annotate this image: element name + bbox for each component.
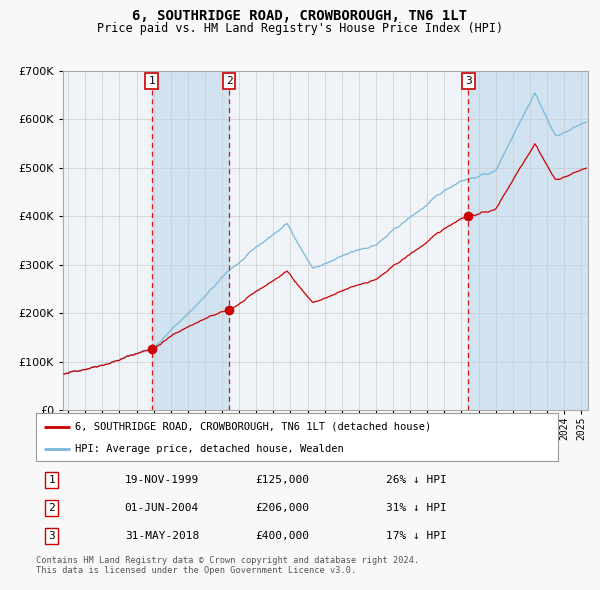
Text: 31% ↓ HPI: 31% ↓ HPI	[386, 503, 446, 513]
Text: £125,000: £125,000	[255, 475, 309, 485]
Text: HPI: Average price, detached house, Wealden: HPI: Average price, detached house, Weal…	[75, 444, 344, 454]
Text: 6, SOUTHRIDGE ROAD, CROWBOROUGH, TN6 1LT: 6, SOUTHRIDGE ROAD, CROWBOROUGH, TN6 1LT	[133, 9, 467, 24]
Text: 19-NOV-1999: 19-NOV-1999	[125, 475, 199, 485]
Text: £206,000: £206,000	[255, 503, 309, 513]
FancyBboxPatch shape	[36, 413, 558, 461]
Text: £400,000: £400,000	[255, 531, 309, 541]
Bar	[469, 71, 588, 410]
Text: 31-MAY-2018: 31-MAY-2018	[125, 531, 199, 541]
Text: 1: 1	[48, 475, 55, 485]
Text: Contains HM Land Registry data © Crown copyright and database right 2024.
This d: Contains HM Land Registry data © Crown c…	[36, 556, 419, 575]
Text: 2: 2	[226, 76, 233, 86]
Text: 1: 1	[148, 76, 155, 86]
Bar	[152, 71, 229, 410]
Text: 3: 3	[465, 76, 472, 86]
Text: Price paid vs. HM Land Registry's House Price Index (HPI): Price paid vs. HM Land Registry's House …	[97, 22, 503, 35]
Text: 6, SOUTHRIDGE ROAD, CROWBOROUGH, TN6 1LT (detached house): 6, SOUTHRIDGE ROAD, CROWBOROUGH, TN6 1LT…	[75, 421, 431, 431]
Text: 17% ↓ HPI: 17% ↓ HPI	[386, 531, 446, 541]
Text: 2: 2	[48, 503, 55, 513]
Text: 01-JUN-2004: 01-JUN-2004	[125, 503, 199, 513]
Text: 26% ↓ HPI: 26% ↓ HPI	[386, 475, 446, 485]
Text: 3: 3	[48, 531, 55, 541]
